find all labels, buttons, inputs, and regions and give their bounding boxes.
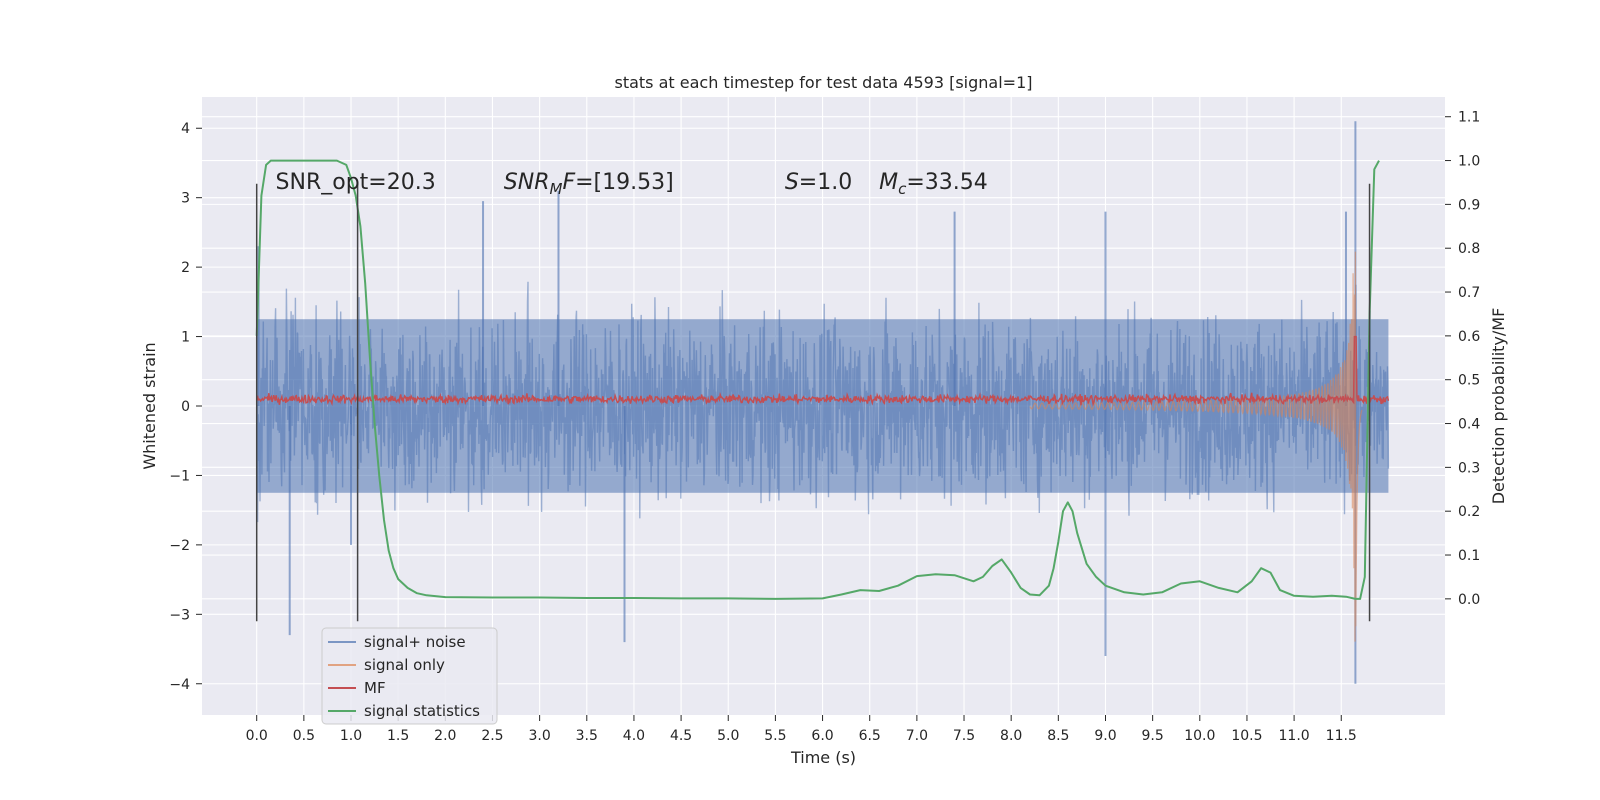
- legend-entry-label: signal statistics: [364, 702, 480, 720]
- y2-tick-label: 0.7: [1458, 285, 1480, 301]
- y-tick-label: −2: [169, 538, 190, 554]
- annotation-text: SNR_opt=20.3: [276, 170, 436, 195]
- x-tick-label: 3.5: [576, 728, 598, 744]
- signal-chirp-trace: [1029, 251, 1363, 642]
- y2-tick-label: 0.0: [1458, 592, 1480, 608]
- x-tick-label: 8.0: [1000, 728, 1022, 744]
- x-tick-label: 1.0: [340, 728, 362, 744]
- x-tick-label: 5.0: [717, 728, 739, 744]
- series-signal-only: [1029, 251, 1363, 642]
- y2-tick-label: 0.1: [1458, 548, 1480, 564]
- x-tick-label: 7.5: [953, 728, 975, 744]
- x-tick-label: 3.0: [528, 728, 550, 744]
- x-tick-label: 11.5: [1326, 728, 1357, 744]
- x-tick-label: 5.5: [764, 728, 786, 744]
- x-tick-label: 4.0: [623, 728, 645, 744]
- y2-tick-label: 0.8: [1458, 241, 1480, 257]
- annotations: SNR_opt=20.3 SNRMF=[19.53] S=1.0 Mc=33.54: [276, 170, 988, 198]
- x-axis: 0.0 0.5 1.0 1.5 2.0 2.5 3.0 3.5 4.0 4.5 5.0 5.5 6.0 6…: [246, 715, 1357, 744]
- x-tick-label: 0.5: [293, 728, 315, 744]
- series-mf: [255, 335, 1390, 407]
- y-tick-label: 1: [181, 330, 190, 346]
- y-tick-label: −4: [169, 677, 190, 693]
- x-tick-label: 10.0: [1184, 728, 1215, 744]
- y-axis-label: Whitened strain: [140, 342, 159, 469]
- x-tick-label: 6.0: [811, 728, 833, 744]
- annotation-text: SNRMF=[19.53]: [504, 170, 674, 198]
- y-tick-label: 4: [181, 121, 190, 137]
- x-tick-label: 11.0: [1279, 728, 1310, 744]
- y2-tick-label: 0.9: [1458, 197, 1480, 213]
- legend-entry-label: signal+ noise: [364, 633, 466, 651]
- y-tick-label: −1: [169, 468, 190, 484]
- x-tick-label: 9.5: [1142, 728, 1164, 744]
- x-tick-label: 8.5: [1047, 728, 1069, 744]
- y-tick-label: 2: [181, 260, 190, 276]
- y2-tick-label: 0.2: [1458, 504, 1480, 520]
- legend-box: [321, 627, 498, 725]
- legend-entry-label: signal only: [364, 656, 445, 674]
- x-tick-label: 2.0: [434, 728, 456, 744]
- x-axis-label: Time (s): [790, 748, 856, 767]
- series-signal-statistics: [255, 159, 1380, 600]
- noise-core-band: [256, 319, 1389, 493]
- y2-axis-label: Detection probability/MF: [1489, 308, 1508, 505]
- y-tick-label: 0: [181, 399, 190, 415]
- annotation-text: Mc=33.54: [879, 170, 988, 198]
- mf-trace: [255, 335, 1390, 407]
- signal-statistics-line: [255, 159, 1380, 600]
- legend-entry-label: MF: [364, 679, 386, 697]
- x-tick-label: 4.5: [670, 728, 692, 744]
- legend: signal+ noise signal only MF signal statist…: [321, 627, 498, 725]
- y2-tick-label: 1.0: [1458, 154, 1480, 170]
- series-layer: [255, 121, 1390, 684]
- y-tick-label: −3: [169, 607, 190, 623]
- vertical-markers: [255, 183, 1371, 622]
- chart-title: stats at each timestep for test data 459…: [614, 73, 1032, 92]
- annotation-text: S=1.0: [785, 170, 852, 195]
- y2-tick-label: 0.4: [1458, 417, 1480, 433]
- y2-tick-label: 0.6: [1458, 329, 1480, 345]
- y2-tick-label: 1.1: [1458, 110, 1480, 126]
- y-tick-label: 3: [181, 191, 190, 207]
- x-tick-label: 1.5: [387, 728, 409, 744]
- x-tick-label: 7.0: [906, 728, 928, 744]
- y2-tick-label: 0.3: [1458, 460, 1480, 476]
- y-axis-right: 0.0 0.1 0.2 0.3 0.4 0.5 0.6 0.7 0.8 0.9 1.0 1.1: [1445, 110, 1480, 608]
- x-tick-label: 6.5: [859, 728, 881, 744]
- y-axis-left: −4 −3 −2 −1 0 1 2 3 4: [169, 121, 202, 693]
- x-tick-label: 2.5: [481, 728, 503, 744]
- y2-tick-label: 0.5: [1458, 373, 1480, 389]
- x-tick-label: 9.0: [1094, 728, 1116, 744]
- x-tick-label: 10.5: [1231, 728, 1262, 744]
- x-tick-label: 0.0: [246, 728, 268, 744]
